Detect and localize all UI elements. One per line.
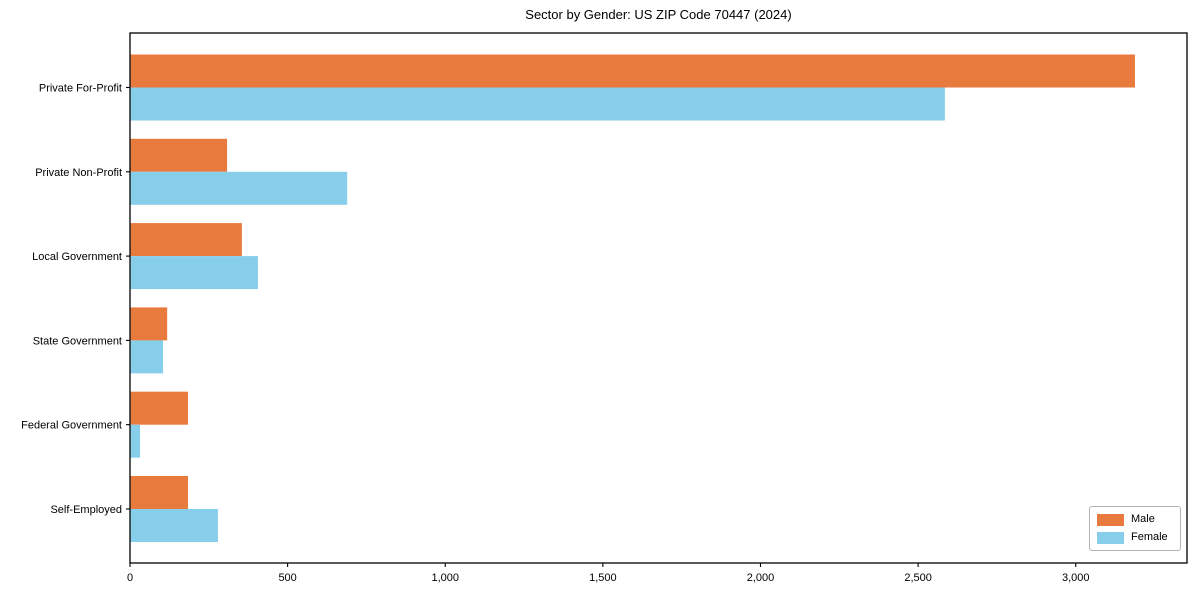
bar-male-4 xyxy=(130,391,188,425)
x-tick-label: 500 xyxy=(278,572,296,584)
legend-item-male: Male xyxy=(1097,513,1172,526)
bar-female-4 xyxy=(130,424,141,458)
bar-female-5 xyxy=(130,509,218,542)
y-tick-label: Federal Government xyxy=(21,420,122,432)
legend: Male Female xyxy=(1089,506,1181,551)
legend-label-male: Male xyxy=(1131,513,1155,525)
bar-female-0 xyxy=(130,87,945,121)
x-tick-label: 0 xyxy=(127,572,133,584)
legend-item-female: Female xyxy=(1097,531,1172,544)
legend-swatch-female-icon xyxy=(1097,531,1124,544)
x-tick-label: 1,500 xyxy=(589,572,617,584)
bar-male-0 xyxy=(130,54,1135,88)
legend-label-female: Female xyxy=(1131,531,1168,543)
x-tick-label: 2,000 xyxy=(747,572,775,584)
bar-female-3 xyxy=(130,340,164,374)
legend-swatch-male-icon xyxy=(1097,513,1124,526)
y-tick-label: State Government xyxy=(33,335,122,347)
x-tick-label: 1,000 xyxy=(431,572,459,584)
bar-female-2 xyxy=(130,256,258,290)
y-tick-label: Private For-Profit xyxy=(39,83,122,95)
bar-female-1 xyxy=(130,171,348,205)
bar-male-3 xyxy=(130,307,168,341)
bar-male-5 xyxy=(130,476,188,509)
y-tick-label: Private Non-Profit xyxy=(35,167,122,179)
plot-border xyxy=(129,32,1188,564)
bar-male-2 xyxy=(130,223,242,257)
y-tick-label: Self-Employed xyxy=(50,504,122,516)
chart-title: Sector by Gender: US ZIP Code 70447 (202… xyxy=(525,7,792,22)
bar-male-1 xyxy=(130,138,228,172)
y-tick-label: Local Government xyxy=(32,251,122,263)
x-tick-label: 3,000 xyxy=(1062,572,1090,584)
x-tick-label: 2,500 xyxy=(904,572,932,584)
